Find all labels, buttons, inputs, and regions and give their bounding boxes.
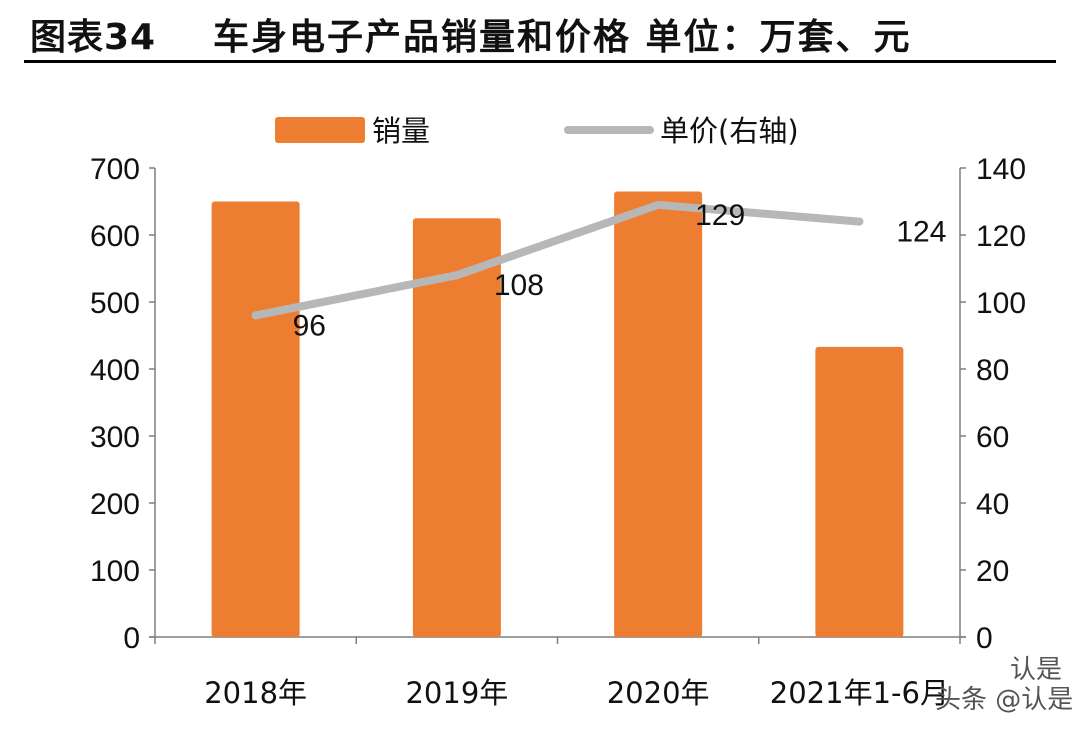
x-category-label: 2019年 xyxy=(405,676,508,710)
legend-label-line: 单价(右轴) xyxy=(660,114,799,148)
bar-sales xyxy=(815,346,904,637)
y-right-tick-label: 80 xyxy=(976,354,1009,387)
y-right-tick-label: 140 xyxy=(976,153,1026,186)
data-label-price: 96 xyxy=(293,309,326,342)
y-left-tick-label: 300 xyxy=(90,421,140,454)
y-left-tick-label: 0 xyxy=(123,622,140,655)
y-left-tick-label: 100 xyxy=(90,555,140,588)
y-right-tick-label: 60 xyxy=(976,421,1009,454)
title-bar: 图表34 车身电子产品销量和价格 单位：万套、元 xyxy=(0,0,1080,63)
data-label-price: 124 xyxy=(896,216,946,249)
data-label-price: 108 xyxy=(494,269,544,302)
title-underline xyxy=(24,60,1056,63)
line-point-price xyxy=(452,271,461,280)
bar-sales xyxy=(412,218,501,637)
x-category-label: 2021年1-6月 xyxy=(770,676,949,710)
y-right-tick-label: 100 xyxy=(976,287,1026,320)
legend-swatch-bar xyxy=(275,117,365,143)
watermark: 认是 头条 @认是 xyxy=(935,655,1073,715)
figure-label: 图表34 xyxy=(30,17,157,58)
y-left-tick-label: 500 xyxy=(90,287,140,320)
legend-label-bar: 销量 xyxy=(372,114,430,148)
line-point-price xyxy=(251,311,260,320)
y-right-tick-label: 40 xyxy=(976,488,1009,521)
x-category-label: 2020年 xyxy=(607,676,710,710)
line-price xyxy=(251,200,864,320)
bars xyxy=(211,191,904,637)
x-category-label: 2018年 xyxy=(204,676,307,710)
y-right-tick-label: 20 xyxy=(976,555,1009,588)
line-point-price xyxy=(855,217,864,226)
watermark-bottom: 头条 @认是 xyxy=(935,685,1073,715)
y-left-tick-label: 700 xyxy=(90,153,140,186)
watermark-top: 认是 xyxy=(1010,655,1062,685)
data-labels: 96 108 129 124 xyxy=(293,199,947,343)
price-line xyxy=(251,200,864,320)
line-point-price xyxy=(654,200,663,209)
y-right-tick-label: 0 xyxy=(976,622,993,655)
y-left-tick-label: 200 xyxy=(90,488,140,521)
chart-title: 车身电子产品销量和价格 单位：万套、元 xyxy=(213,17,912,58)
y-left-tick-label: 400 xyxy=(90,354,140,387)
bar-sales xyxy=(211,201,300,637)
data-label-price: 129 xyxy=(695,199,745,232)
y-right-tick-label: 120 xyxy=(976,220,1026,253)
y-left-tick-label: 600 xyxy=(90,220,140,253)
legend: 销量 单价(右轴) xyxy=(275,114,799,148)
bar-sales xyxy=(614,191,703,637)
